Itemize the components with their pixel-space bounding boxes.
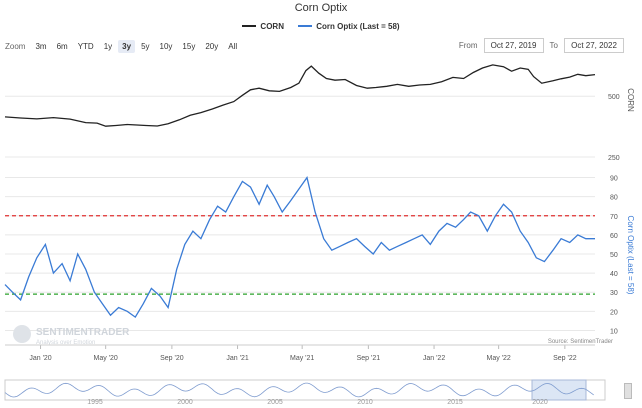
chart-title: Corn Optix [294,2,348,14]
zoom-button-5y[interactable]: 5y [141,42,150,51]
legend-item-corn[interactable]: CORN [242,22,284,31]
legend-swatch-optix [298,25,313,27]
zoom-button-ytd[interactable]: YTD [77,42,94,51]
watermark-tagline: Analysis over Emotion [36,340,95,346]
x-tick-label: May '21 [290,355,314,362]
navigator-selection[interactable] [531,379,587,401]
x-tick-label: May '20 [94,355,118,362]
zoom-button-all[interactable]: All [228,42,238,51]
optix-tick-label: 60 [610,233,618,240]
zoom-button-1y[interactable]: 1y [103,42,113,51]
optix-line [4,176,595,319]
optix-tick-label: 70 [610,214,618,221]
zoom-button-3m[interactable]: 3m [35,42,47,51]
zoom-button-3y[interactable]: 3y [118,40,136,53]
optix-tick-label: 90 [610,176,618,183]
zoom-label: Zoom [5,42,26,51]
date-range: From Oct 27, 2019 To Oct 27, 2022 [459,38,624,53]
to-date-input[interactable]: Oct 27, 2022 [564,38,624,53]
zoom-toolbar: Zoom 3m 6m YTD 1y 3y 5y 10y 15y 20y All [5,40,243,53]
legend: CORN Corn Optix (Last = 58) [0,20,642,31]
threshold-lines [5,215,595,295]
zoom-button-10y[interactable]: 10y [159,42,173,51]
corn-tick-label: 250 [608,155,620,162]
zoom-button-20y[interactable]: 20y [205,42,219,51]
navigator-tick-label: 2020 [532,399,548,406]
navigator-tick-label: 2000 [177,399,193,406]
axes: 500 250 10 20 30 40 50 60 70 80 90 Jan '20 May '20 Se… [5,94,620,362]
zoom-button-6m[interactable]: 6m [56,42,68,51]
legend-label-optix: Corn Optix (Last = 58) [316,21,400,31]
zoom-button-15y[interactable]: 15y [182,42,196,51]
watermark-name: SENTIMENTRADER [36,327,130,338]
navigator-series [4,382,594,398]
legend-swatch-corn [242,25,257,27]
optix-tick-label: 20 [610,309,618,316]
watermark-logo [13,325,31,343]
x-tick-label: Jan '22 [423,355,445,362]
optix-axis-label: Corn Optix (Last = 58) [626,216,635,295]
watermark: SENTIMENTRADER Analysis over Emotion [13,325,130,346]
corn-line [4,64,596,127]
optix-tick-label: 40 [610,271,618,278]
navigator-tick-label: 1995 [87,399,103,406]
x-tick-label: Jan '20 [29,355,51,362]
optix-series [4,176,595,319]
corn-tick-label: 500 [608,94,620,101]
x-tick-label: May '22 [486,355,510,362]
optix-tick-label: 10 [610,328,618,335]
x-tick-label: Jan '21 [226,355,248,362]
source-note: Source: SentimenTrader [548,339,613,345]
optix-tick-label: 80 [610,195,618,202]
navigator-tick-label: 2005 [267,399,283,406]
navigator-scroll-handle[interactable] [624,383,632,399]
x-tick-label: Sep '22 [553,355,577,362]
navigator-tick-label: 2015 [447,399,463,406]
corn-series [4,64,596,127]
x-tick-label: Sep '20 [160,355,184,362]
legend-label-corn: CORN [260,21,284,31]
to-label: To [549,41,558,50]
from-date-input[interactable]: Oct 27, 2019 [483,38,544,53]
navigator-tick-label: 2010 [357,399,373,406]
x-tick-label: Sep '21 [357,355,381,362]
navigator[interactable]: 1995 2000 2005 2010 2015 2020 [4,379,606,406]
legend-item-optix[interactable]: Corn Optix (Last = 58) [298,21,400,31]
optix-tick-label: 30 [610,290,618,297]
gridlines [5,95,595,331]
navigator-frame [4,379,606,401]
from-label: From [458,41,478,50]
corn-axis-label: CORN [626,88,635,112]
optix-tick-label: 50 [610,252,618,259]
